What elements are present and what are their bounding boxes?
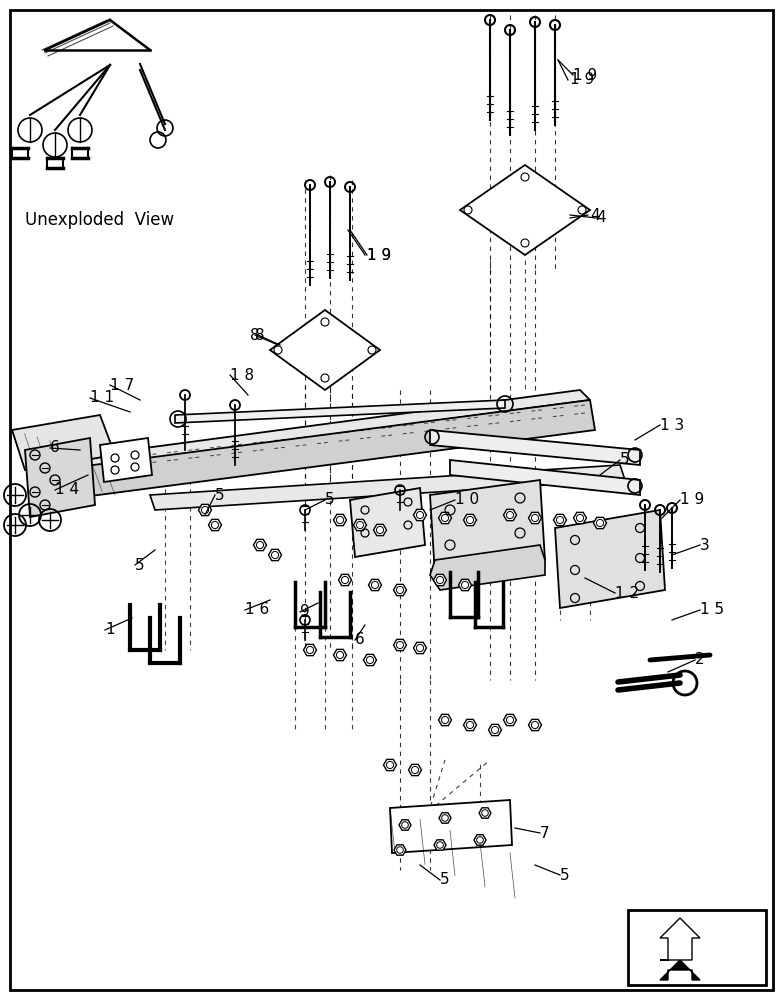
Polygon shape [528, 512, 542, 524]
Polygon shape [413, 642, 426, 654]
Text: 7: 7 [540, 826, 550, 840]
Text: 4: 4 [596, 211, 605, 226]
Polygon shape [12, 415, 115, 470]
Polygon shape [333, 514, 347, 526]
Polygon shape [434, 840, 446, 850]
Polygon shape [209, 519, 222, 531]
Text: 1 9: 1 9 [367, 247, 391, 262]
Polygon shape [333, 649, 347, 661]
Polygon shape [390, 800, 512, 853]
Polygon shape [399, 820, 411, 830]
Polygon shape [660, 960, 700, 980]
Polygon shape [474, 835, 486, 845]
Polygon shape [368, 579, 382, 591]
Polygon shape [383, 759, 397, 771]
Polygon shape [660, 918, 700, 960]
Text: 8: 8 [250, 328, 260, 342]
Text: 3: 3 [700, 538, 710, 552]
Text: 1 2: 1 2 [615, 585, 639, 600]
Polygon shape [373, 524, 387, 536]
Polygon shape [198, 504, 212, 516]
Text: 5: 5 [440, 872, 450, 888]
Polygon shape [430, 430, 640, 465]
Text: 1 9: 1 9 [573, 68, 597, 83]
Text: 1 1: 1 1 [90, 390, 114, 406]
Polygon shape [394, 639, 406, 651]
Polygon shape [253, 539, 267, 551]
Polygon shape [408, 764, 422, 776]
Polygon shape [394, 584, 406, 596]
Text: 1: 1 [105, 622, 114, 638]
Text: 1 0: 1 0 [455, 492, 479, 508]
Polygon shape [574, 512, 586, 524]
Polygon shape [488, 724, 502, 736]
Polygon shape [463, 514, 477, 526]
Text: 9: 9 [300, 604, 310, 619]
Polygon shape [434, 574, 447, 586]
Text: Unexploded  View: Unexploded View [25, 211, 174, 229]
Text: 4: 4 [590, 208, 600, 223]
Text: 1 7: 1 7 [110, 377, 134, 392]
Polygon shape [460, 165, 590, 255]
Text: 1 6: 1 6 [245, 602, 269, 617]
Text: 1 9: 1 9 [570, 73, 594, 88]
Text: 1 4: 1 4 [55, 483, 79, 497]
Polygon shape [303, 644, 317, 656]
Polygon shape [463, 719, 477, 731]
Polygon shape [593, 517, 607, 529]
Bar [628, 910, 766, 985]
Polygon shape [438, 512, 452, 524]
Polygon shape [438, 714, 452, 726]
Text: 1 5: 1 5 [700, 602, 724, 617]
Polygon shape [350, 488, 425, 557]
Polygon shape [503, 509, 517, 521]
Polygon shape [439, 813, 451, 823]
Polygon shape [503, 714, 517, 726]
Polygon shape [430, 545, 545, 590]
Text: 2: 2 [695, 652, 705, 668]
Text: 1 3: 1 3 [660, 418, 684, 432]
Polygon shape [394, 845, 406, 855]
Polygon shape [270, 310, 380, 390]
Polygon shape [364, 654, 376, 666]
Text: 6: 6 [50, 440, 60, 456]
Polygon shape [413, 509, 426, 521]
Text: 1 9: 1 9 [680, 492, 704, 508]
Polygon shape [268, 549, 281, 561]
Polygon shape [479, 808, 491, 818]
Polygon shape [55, 400, 595, 500]
Polygon shape [175, 400, 505, 423]
Text: 5: 5 [135, 558, 144, 572]
Polygon shape [430, 480, 545, 575]
Polygon shape [459, 579, 471, 591]
Polygon shape [528, 719, 542, 731]
Text: 1 9: 1 9 [367, 247, 391, 262]
Polygon shape [150, 465, 625, 510]
Polygon shape [555, 510, 665, 608]
Text: 6: 6 [355, 633, 365, 648]
Polygon shape [554, 514, 567, 526]
Text: 5: 5 [215, 488, 225, 502]
Polygon shape [100, 438, 152, 482]
Polygon shape [339, 574, 351, 586]
Polygon shape [354, 519, 366, 531]
Text: 1 8: 1 8 [230, 367, 254, 382]
Text: 8: 8 [255, 328, 265, 342]
Text: 5: 5 [325, 492, 335, 508]
Polygon shape [55, 390, 590, 470]
Polygon shape [25, 438, 95, 517]
Text: 5: 5 [560, 867, 570, 882]
Text: 5: 5 [620, 452, 630, 468]
Polygon shape [450, 460, 640, 495]
